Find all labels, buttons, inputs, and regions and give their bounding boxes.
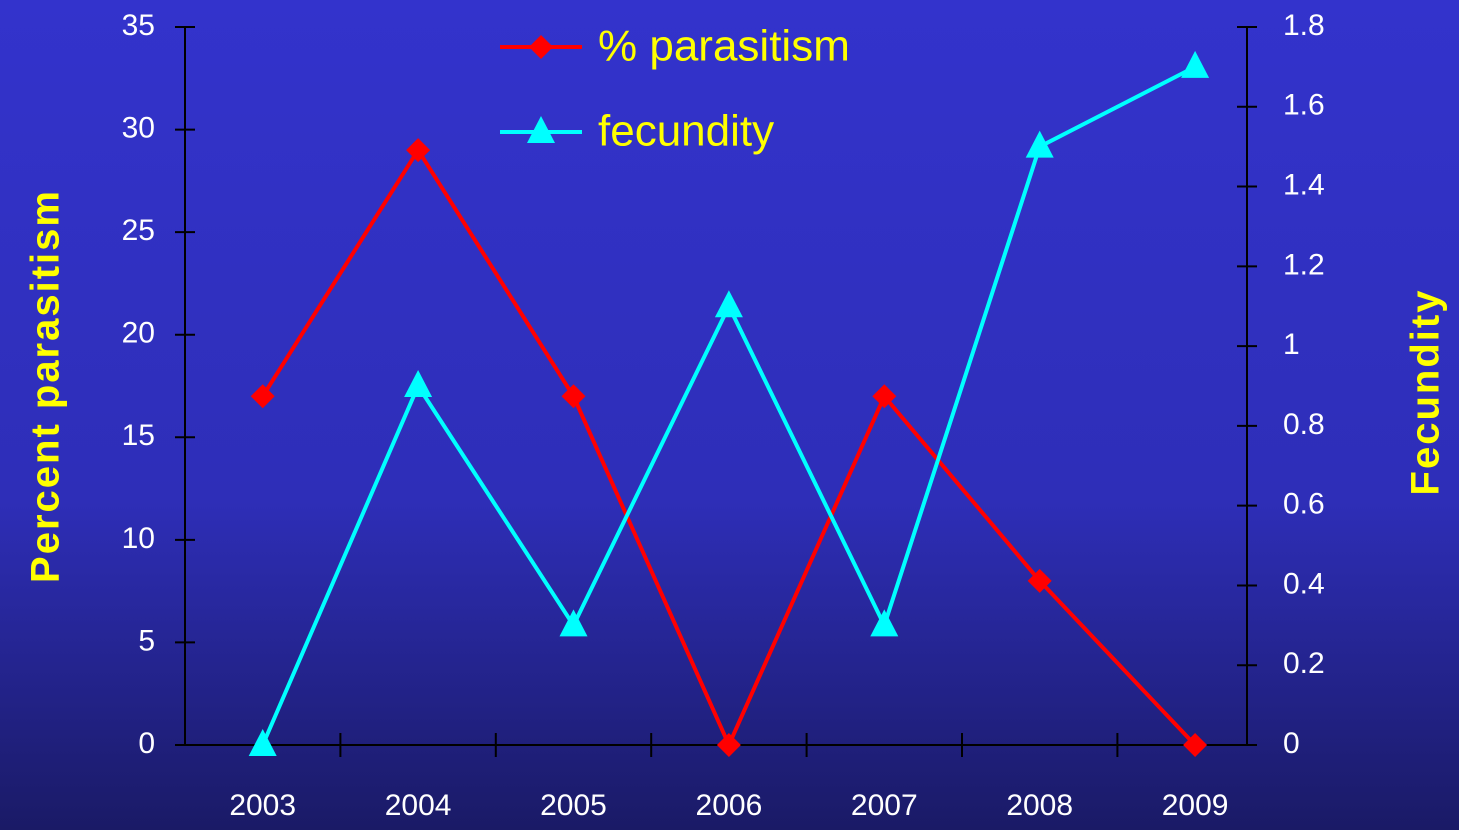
y-tick-label: 30 xyxy=(122,111,155,144)
y2-tick-label: 0.8 xyxy=(1283,408,1325,441)
point xyxy=(559,609,588,637)
legend-marker xyxy=(527,116,555,143)
point xyxy=(870,609,899,637)
point xyxy=(250,384,275,409)
y-axis-title: Percent parasitism xyxy=(24,189,68,583)
point xyxy=(1183,733,1208,757)
y2-tick-label: 1.4 xyxy=(1283,168,1325,201)
point xyxy=(404,370,433,397)
point xyxy=(1027,568,1052,593)
y2-tick-label: 0 xyxy=(1283,727,1300,760)
y-tick-label: 35 xyxy=(122,9,155,42)
y2-axis-title: Fecundity xyxy=(1404,289,1448,496)
x-tick-label: 2007 xyxy=(851,789,918,822)
point xyxy=(561,384,586,409)
y2-tick-label: 1.8 xyxy=(1283,9,1325,42)
y-tick-label: 10 xyxy=(122,522,155,555)
legend-marker xyxy=(529,35,553,59)
point xyxy=(248,729,277,756)
y2-tick-label: 1 xyxy=(1283,328,1300,361)
y2-tick-label: 1.6 xyxy=(1283,89,1325,122)
point xyxy=(872,384,897,409)
y-tick-label: 5 xyxy=(138,624,155,657)
y-tick-label: 15 xyxy=(122,419,155,452)
x-tick-label: 2009 xyxy=(1162,789,1229,822)
x-tick-label: 2008 xyxy=(1006,789,1073,822)
y2-tick-label: 0.2 xyxy=(1283,647,1325,680)
point xyxy=(716,733,741,757)
x-tick-label: 2005 xyxy=(540,789,607,822)
point xyxy=(714,290,743,318)
y2-tick-label: 0.6 xyxy=(1283,488,1325,521)
x-tick-label: 2006 xyxy=(696,789,763,822)
point xyxy=(406,138,431,163)
y2-tick-label: 0.4 xyxy=(1283,567,1325,600)
legend-label: % parasitism xyxy=(598,22,850,71)
x-tick-label: 2003 xyxy=(229,789,296,822)
point xyxy=(1025,130,1054,158)
y-tick-label: 0 xyxy=(138,727,155,760)
y2-tick-label: 1.2 xyxy=(1283,248,1325,281)
point xyxy=(1181,50,1210,78)
y-tick-label: 20 xyxy=(122,317,155,350)
x-tick-label: 2004 xyxy=(385,789,452,822)
y-tick-label: 25 xyxy=(122,214,155,247)
legend-label: fecundity xyxy=(598,107,774,156)
